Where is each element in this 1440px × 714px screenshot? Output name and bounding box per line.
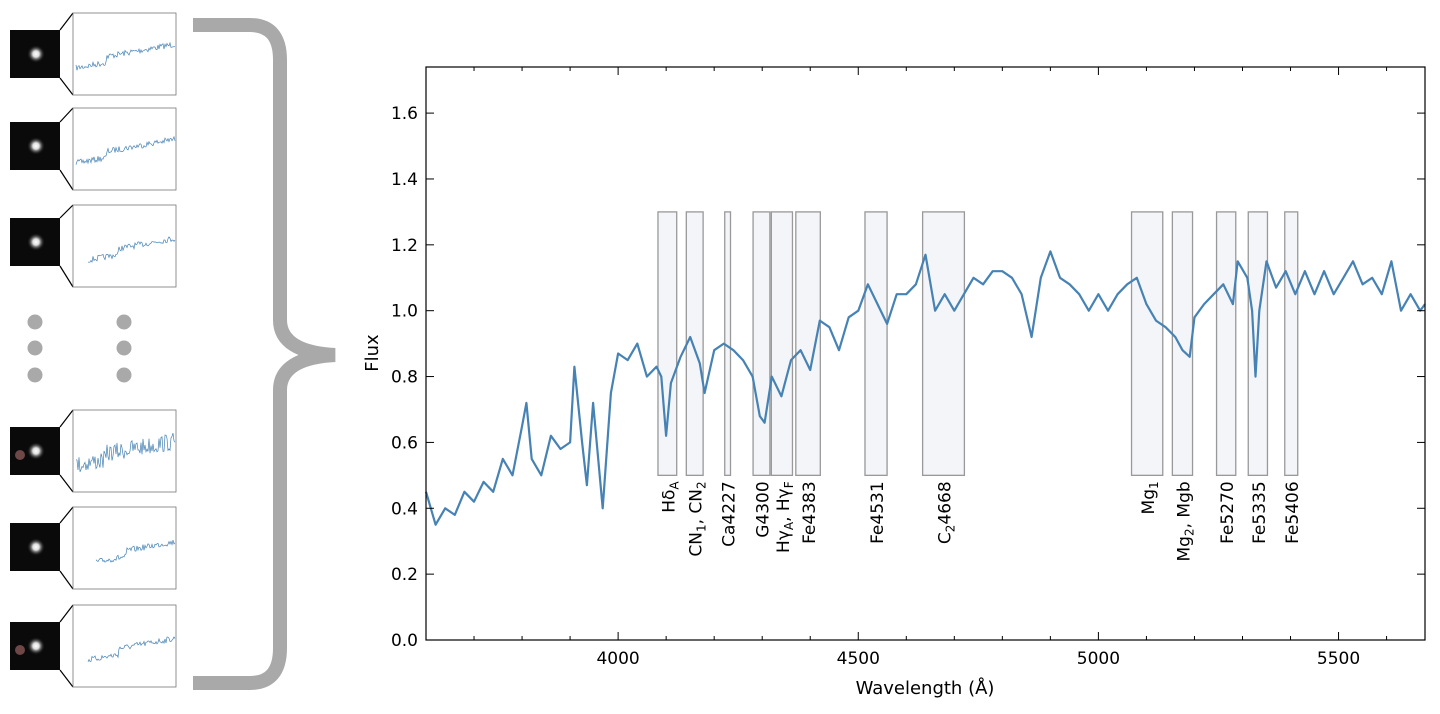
galaxy-thumbnail [10,604,177,688]
spectrum-line [424,250,1426,526]
band-label: HγA, HγF [774,481,796,553]
y-tick-label: 0.2 [391,565,418,585]
band-label: Fe4531 [868,481,888,544]
mini-spectrum-plot [72,506,177,590]
x-tick-label: 4500 [837,649,880,669]
galaxy-thumbnails-panel [10,12,177,688]
index-band [685,211,704,476]
y-tick-label: 1.6 [391,104,418,124]
galaxy-icon [27,538,45,556]
index-band [864,211,888,476]
axis-ticks: 4000 4500 5000 5500 0.0 0.2 0.4 0.6 0.8 1.0 1.2 1.4… [391,67,1425,669]
index-band [1130,211,1164,476]
galaxy-thumbnail [10,506,177,590]
mini-spectrum-line [75,135,176,165]
galaxy-icon [27,137,45,155]
y-tick-label: 1.2 [391,236,418,256]
mini-spectrum-line [75,432,176,472]
galaxy-thumbnail [10,409,177,493]
ellipsis-dot-icon [27,367,43,383]
ellipsis-dot-icon [116,314,132,330]
y-axis-label: Flux [362,334,383,372]
index-band [795,211,821,476]
galaxy-thumbnail [10,107,177,191]
y-tick-label: 0.6 [391,433,418,453]
x-tick-label: 5500 [1317,649,1360,669]
mini-spectrum-line [87,236,176,263]
index-band [921,211,966,476]
ellipsis-dot-icon [27,340,43,356]
galaxy-icon [27,233,45,251]
y-tick-label: 1.4 [391,170,418,190]
ellipsis-dot-icon [27,314,43,330]
band-label: C24668 [936,481,958,544]
band-label: HδA [659,481,681,513]
mini-spectrum-line [87,636,176,663]
band-label: Mg2, Mgb [1174,481,1196,561]
curly-brace-icon [193,18,336,690]
x-tick-label: 4000 [596,649,639,669]
index-band [1284,211,1299,476]
ellipsis-dot-icon [116,367,132,383]
index-band [657,211,678,476]
index-band [770,211,794,476]
x-tick-label: 5000 [1077,649,1120,669]
band-label: CN1, CN2 [687,481,709,556]
mini-spectrum-plot [72,409,177,493]
galaxy-thumbnail [10,12,177,96]
galaxy-icon [27,442,45,460]
index-band [1171,211,1194,476]
ellipsis-dot-icon [116,340,132,356]
band-label: Ca4227 [720,481,740,547]
band-label: Fe4383 [800,481,820,544]
band-label: Mg1 [1139,481,1161,514]
y-tick-label: 0.0 [391,631,418,651]
band-label: Fe5270 [1218,481,1238,544]
plot-frame [425,66,1426,641]
y-tick-label: 0.8 [391,368,418,388]
band-label: G4300 [753,481,773,537]
galaxy-thumbnail [10,204,177,288]
band-label: Fe5335 [1250,481,1270,544]
index-band [752,211,771,476]
y-tick-label: 0.4 [391,499,418,519]
y-tick-label: 1.0 [391,302,418,322]
mini-spectrum-line [75,41,176,71]
galaxy-icon [27,45,45,63]
band-label: Fe5406 [1283,481,1303,544]
mini-spectrum-line [95,540,176,563]
x-axis-label: Wavelength (Å) [856,677,995,699]
galaxy-icon [27,637,45,655]
index-band [1215,211,1237,476]
